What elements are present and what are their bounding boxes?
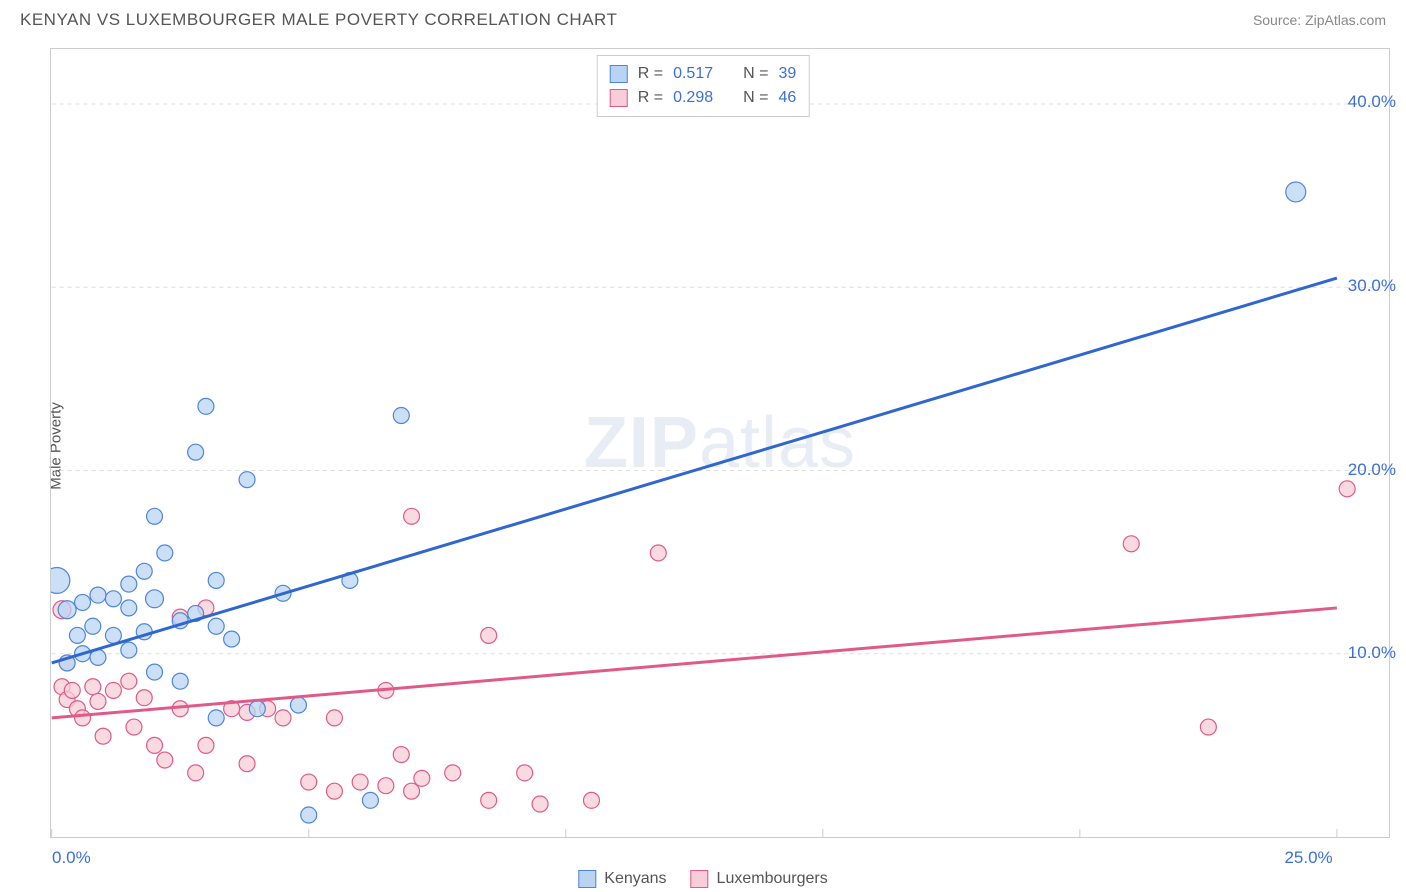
stats-legend-row: R = 0.298 N = 46 <box>610 86 797 110</box>
series-legend: Kenyans Luxembourgers <box>572 868 833 890</box>
n-value: 39 <box>778 62 796 86</box>
r-label: R = <box>638 62 663 86</box>
r-label: R = <box>638 86 663 110</box>
legend-swatch <box>610 65 628 83</box>
r-value: 0.517 <box>673 62 713 86</box>
y-tick-label: 40.0% <box>1348 92 1396 112</box>
y-tick-label: 10.0% <box>1348 643 1396 663</box>
legend-swatch <box>578 870 596 888</box>
y-tick-label: 20.0% <box>1348 460 1396 480</box>
scatter-plot <box>51 49 1389 837</box>
n-label: N = <box>743 62 768 86</box>
legend-label: Luxembourgers <box>717 870 828 888</box>
legend-item: Kenyans <box>578 870 666 888</box>
x-tick-label: 25.0% <box>1284 848 1332 868</box>
r-value: 0.298 <box>673 86 713 110</box>
legend-swatch <box>610 89 628 107</box>
x-tick-label: 0.0% <box>52 848 91 868</box>
chart-area: ZIPatlas <box>50 48 1390 838</box>
source-name: ZipAtlas.com <box>1305 12 1386 28</box>
stats-legend: R = 0.517 N = 39 R = 0.298 N = 46 <box>597 55 810 117</box>
n-value: 46 <box>778 86 796 110</box>
chart-title: KENYAN VS LUXEMBOURGER MALE POVERTY CORR… <box>20 10 617 30</box>
legend-label: Kenyans <box>604 870 666 888</box>
legend-item: Luxembourgers <box>691 870 828 888</box>
legend-swatch <box>691 870 709 888</box>
source-label: Source: ZipAtlas.com <box>1253 12 1386 28</box>
y-tick-label: 30.0% <box>1348 276 1396 296</box>
stats-legend-row: R = 0.517 N = 39 <box>610 62 797 86</box>
n-label: N = <box>743 86 768 110</box>
source-prefix: Source: <box>1253 12 1305 28</box>
